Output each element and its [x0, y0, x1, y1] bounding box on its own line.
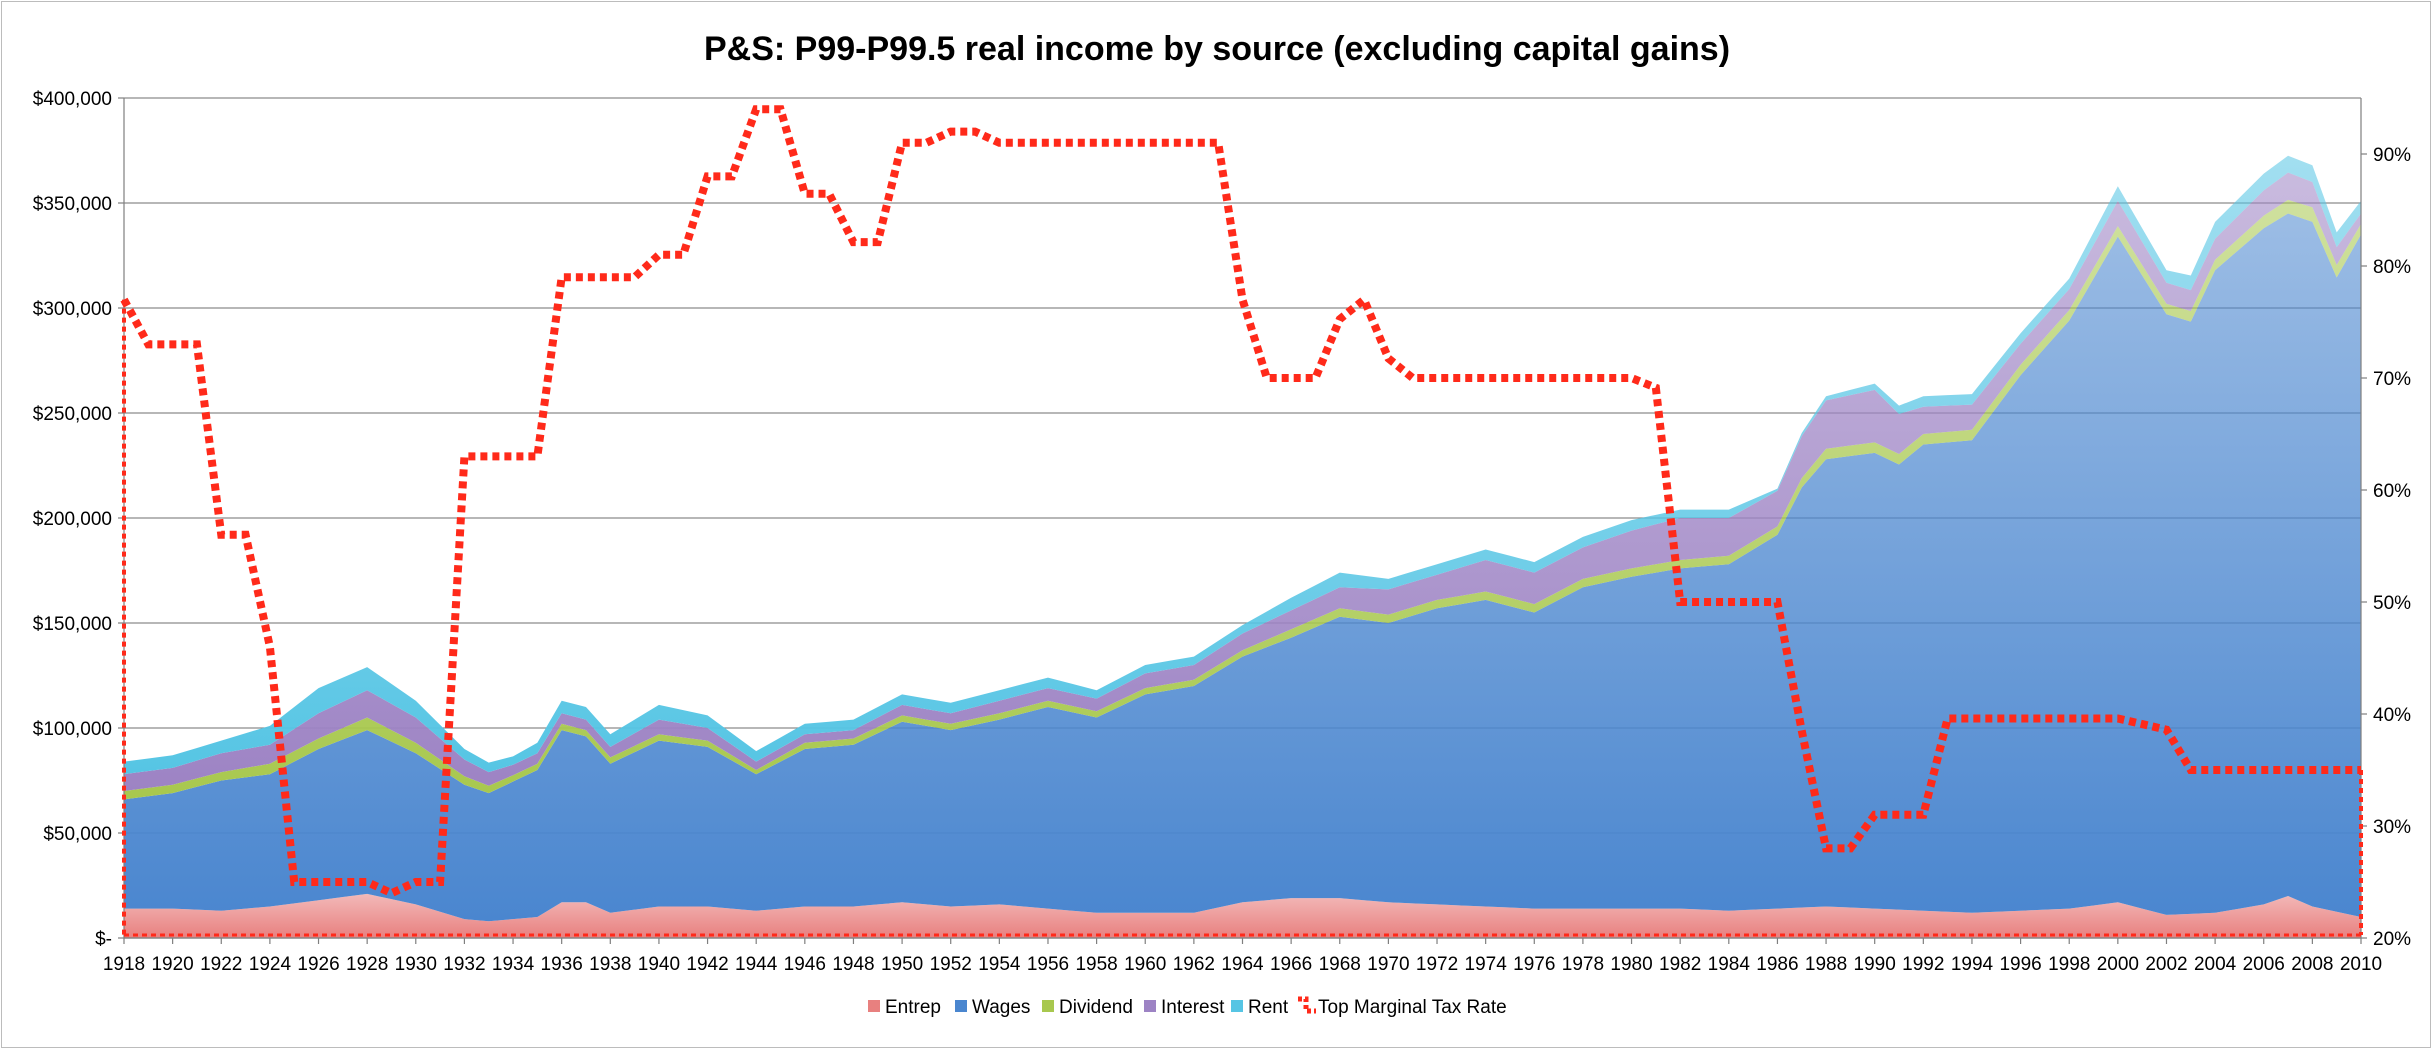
tax-rate-line-group	[120, 105, 2363, 937]
x-axis-label: 1996	[1999, 954, 2041, 975]
right-axis-label: 70%	[2373, 369, 2411, 390]
x-axis-labels: 1918 1920 1922 1924 1926 1928 1930 1932 1934 1936…	[103, 954, 2382, 975]
tax-rate-line	[120, 105, 2361, 898]
x-axis-label: 1976	[1513, 954, 1555, 975]
x-axis-label: 1962	[1173, 954, 1215, 975]
x-axis-label: 1972	[1416, 954, 1458, 975]
right-axis-label: 50%	[2373, 593, 2411, 614]
legend-label-top-marginal-tax-rate: Top Marginal Tax Rate	[1318, 997, 1507, 1018]
right-axis-label: 60%	[2373, 481, 2411, 502]
x-axis-label: 1978	[1562, 954, 1604, 975]
x-axis-label: 1994	[1951, 954, 1994, 975]
left-axis-label: $150,000	[33, 614, 112, 635]
right-axis-label: 30%	[2373, 817, 2411, 838]
x-axis-label: 1922	[200, 954, 242, 975]
x-axis-label: 1936	[541, 954, 583, 975]
legend-swatch-top-marginal-tax-rate	[1298, 996, 1316, 1014]
x-axis-label: 1960	[1124, 954, 1166, 975]
x-axis-label: 1956	[1027, 954, 1069, 975]
x-axis-label: 1932	[443, 954, 485, 975]
right-axis-labels: 20% 30% 40% 50% 60% 70% 80% 90%	[2373, 145, 2411, 950]
x-axis-label: 1980	[1610, 954, 1652, 975]
x-axis-label: 1988	[1805, 954, 1847, 975]
left-axis-label: $250,000	[33, 404, 112, 425]
legend-swatch-entrep	[868, 1000, 880, 1012]
area-dividend	[124, 199, 2361, 800]
left-axis-label: $200,000	[33, 509, 112, 530]
right-axis-label: 20%	[2373, 929, 2411, 950]
x-axis-label: 1968	[1319, 954, 1361, 975]
x-axis-label: 1952	[930, 954, 972, 975]
x-axis-label: 1928	[346, 954, 388, 975]
left-axis-label: $100,000	[33, 719, 112, 740]
x-axis-label: 1990	[1854, 954, 1896, 975]
legend-swatch-rent	[1231, 1000, 1243, 1012]
legend-label-entrep: Entrep	[885, 997, 941, 1018]
left-axis-label: $50,000	[43, 824, 112, 845]
area-interest	[124, 172, 2361, 792]
x-axis-label: 1934	[492, 954, 535, 975]
x-axis-label: 1944	[735, 954, 778, 975]
x-axis-label: 2002	[2145, 954, 2187, 975]
right-axis-label: 90%	[2373, 145, 2411, 166]
x-axis-label: 1946	[784, 954, 826, 975]
left-axis-labels: $- $50,000 $100,000 $150,000 $200,000 $250,00…	[33, 89, 112, 950]
x-axis-label: 1950	[881, 954, 923, 975]
legend-swatch-interest	[1144, 1000, 1156, 1012]
left-axis-label: $300,000	[33, 299, 112, 320]
x-axis-label: 1958	[1075, 954, 1117, 975]
legend-swatch-wages	[955, 1000, 967, 1012]
x-axis-label: 2010	[2340, 954, 2382, 975]
legend-swatch-dividend	[1042, 1000, 1054, 1012]
x-axis-label: 2000	[2097, 954, 2139, 975]
legend-label-interest: Interest	[1161, 997, 1225, 1018]
right-axis-label: 40%	[2373, 705, 2411, 726]
left-axis-label: $350,000	[33, 194, 112, 215]
x-axis-label: 2004	[2194, 954, 2237, 975]
x-axis-label: 2008	[2291, 954, 2333, 975]
x-axis-label: 1992	[1902, 954, 1944, 975]
x-axis-label: 1954	[978, 954, 1021, 975]
x-axis-label: 1940	[638, 954, 680, 975]
chart-title: P&S: P99-P99.5 real income by source (ex…	[704, 30, 1730, 68]
x-axis-label: 1966	[1270, 954, 1312, 975]
x-axis-label: 1926	[297, 954, 339, 975]
x-axis-label: 1974	[1465, 954, 1508, 975]
left-axis-label: $400,000	[33, 89, 112, 110]
right-axis-label: 80%	[2373, 257, 2411, 278]
legend: Entrep Wages Dividend Interest Rent Top Margi…	[868, 996, 1507, 1018]
x-axis-label: 1920	[151, 954, 193, 975]
x-axis-label: 1998	[2048, 954, 2090, 975]
area-entrep	[124, 893, 2361, 938]
x-axis-label: 1918	[103, 954, 145, 975]
left-axis-label: $-	[95, 929, 112, 950]
x-axis-label: 1964	[1221, 954, 1264, 975]
x-axis-label: 1982	[1659, 954, 1701, 975]
x-axis-label: 1942	[686, 954, 728, 975]
x-axis-label: 1984	[1708, 954, 1751, 975]
legend-label-dividend: Dividend	[1059, 997, 1133, 1018]
x-axis-label: 1924	[249, 954, 292, 975]
x-axis-label: 1986	[1756, 954, 1798, 975]
x-axis-label: 1948	[832, 954, 874, 975]
legend-label-wages: Wages	[972, 997, 1030, 1018]
legend-label-rent: Rent	[1248, 997, 1289, 1018]
x-axis-label: 1970	[1367, 954, 1409, 975]
x-axis-label: 1938	[589, 954, 631, 975]
x-axis-label: 1930	[395, 954, 437, 975]
x-axis-label: 2006	[2243, 954, 2285, 975]
